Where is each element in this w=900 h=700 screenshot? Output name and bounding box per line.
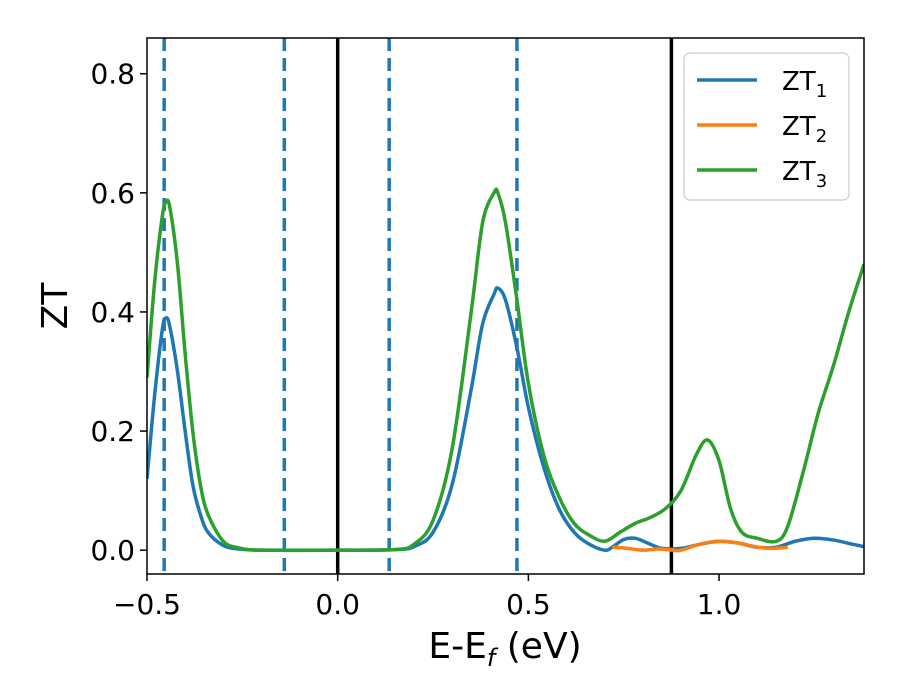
legend-label-zt3: ZT3 — [782, 157, 827, 192]
y-tick-label: 0.0 — [90, 534, 135, 567]
y-axis: 0.0 0.2 0.4 0.6 0.8 — [90, 58, 147, 567]
series-line-zt2 — [612, 539, 788, 553]
legend: ZT1 ZT2 ZT3 — [683, 52, 850, 201]
legend-label-zt2: ZT2 — [782, 112, 827, 147]
series-layer — [147, 187, 864, 553]
x-axis: −0.5 0.0 0.5 1.0 — [113, 574, 741, 621]
y-tick-label: 0.2 — [90, 415, 135, 448]
reference-lines — [162, 38, 674, 574]
x-tick-label: −0.5 — [113, 588, 181, 621]
y-tick-label: 0.6 — [90, 177, 135, 210]
x-tick-label: 0.0 — [315, 588, 360, 621]
y-tick-label: 0.4 — [90, 296, 135, 329]
series-line-zt1 — [147, 286, 864, 553]
legend-box — [683, 52, 850, 201]
x-axis-label: E-Ef (eV) — [428, 626, 581, 672]
legend-label-zt1: ZT1 — [782, 67, 827, 102]
x-tick-label: 0.5 — [506, 588, 551, 621]
plot-frame — [146, 37, 865, 575]
series-line-zt3 — [147, 187, 864, 553]
x-tick-label: 1.0 — [697, 588, 742, 621]
y-tick-label: 0.8 — [90, 58, 135, 91]
y-axis-label: ZT — [35, 282, 76, 330]
